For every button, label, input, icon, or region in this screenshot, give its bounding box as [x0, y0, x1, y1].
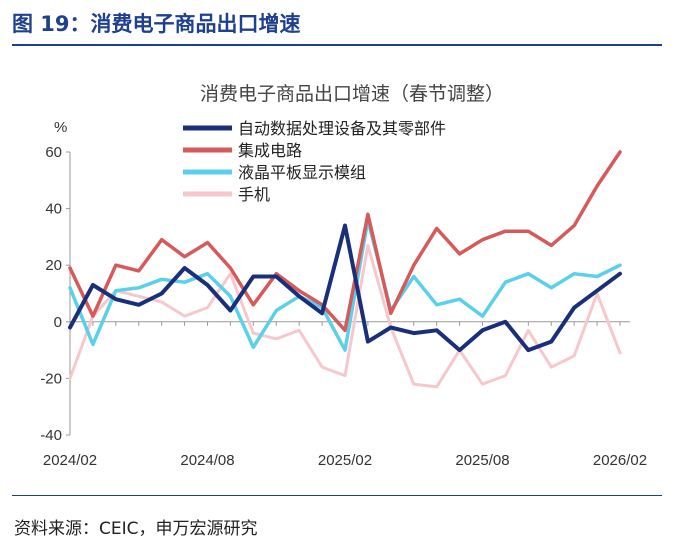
y-tick-label: -40: [40, 427, 62, 444]
legend-label: 集成电路: [238, 141, 302, 160]
x-tick-label: 2026/02: [593, 452, 647, 469]
x-tick-label: 2025/08: [455, 452, 509, 469]
y-tick-label: -20: [40, 370, 62, 387]
y-tick-label: 0: [54, 314, 62, 331]
legend-label: 液晶平板显示模组: [238, 163, 366, 182]
x-tick-label: 2024/02: [43, 452, 97, 469]
series-line-2: [68, 150, 622, 333]
axes: -40 -20 0 20 40 60 2024/02 2024/08 2025/02 2025/0…: [40, 144, 647, 469]
x-tick-label: 2025/02: [318, 452, 372, 469]
y-tick-label: 20: [45, 257, 62, 274]
source-note: 资料来源：CEIC，申万宏源研究: [14, 519, 258, 539]
figure-title: 图 19：消费电子商品出口增速: [12, 12, 301, 36]
footer-divider: [12, 495, 662, 496]
series-line-1: [68, 223, 622, 353]
legend-label: 手机: [238, 185, 270, 204]
line-chart: 消费电子商品出口增速（春节调整） % -40 -20 0 20 40 60 2024/02 2…: [40, 83, 647, 469]
series-line-3: [68, 218, 622, 352]
x-tick-label: 2024/08: [180, 452, 234, 469]
series-lines: [68, 150, 622, 389]
chart-title: 消费电子商品出口增速（春节调整）: [200, 83, 504, 105]
y-tick-label: 40: [45, 201, 62, 218]
y-tick-label: 60: [45, 144, 62, 161]
legend-label: 自动数据处理设备及其零部件: [238, 119, 446, 138]
series-line-4: [68, 243, 622, 389]
y-axis-label: %: [54, 119, 67, 136]
title-divider: [12, 44, 662, 46]
